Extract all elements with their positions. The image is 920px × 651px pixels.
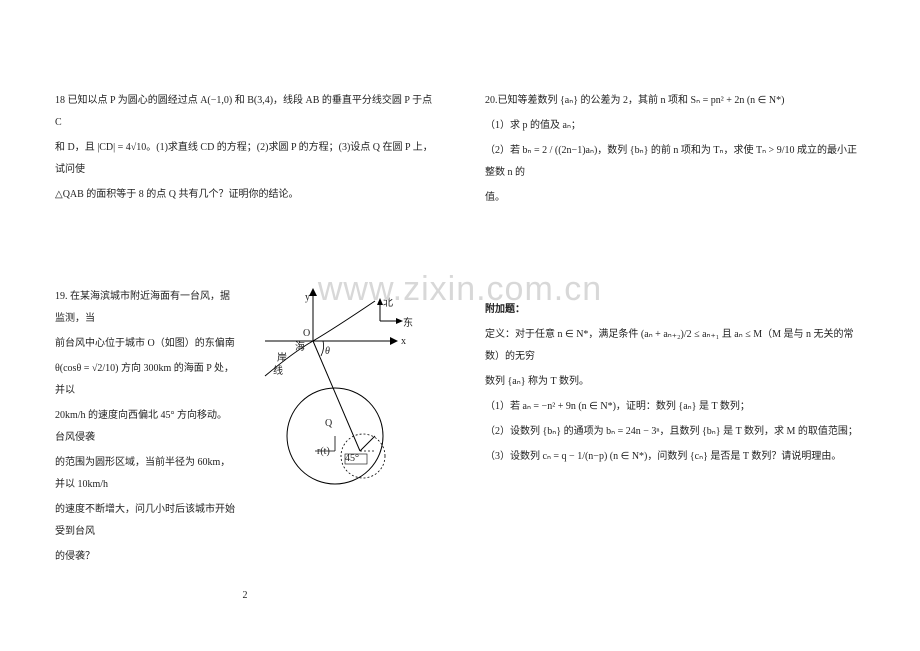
- extra-line3: （1）若 aₙ = −n² + 9n (n ∈ N*)，证明：数列 {aₙ} 是…: [485, 396, 865, 418]
- q19-line2: 前台风中心位于城市 O（如图）的东偏南: [55, 333, 235, 355]
- page-number: 2: [243, 590, 248, 601]
- q19-line4: 20km/h 的速度向西偏北 45° 方向移动。台风侵袭: [55, 405, 235, 449]
- label-y: y: [305, 292, 310, 303]
- q20-line3: （2）若 bₙ = 2 / ((2n−1)aₙ)，数列 {bₙ} 的前 n 项和…: [485, 140, 865, 184]
- label-line: 线: [273, 364, 283, 377]
- q19-text: 19. 在某海滨城市附近海面有一台风，据监测，当 前台风中心位于城市 O（如图）…: [55, 286, 235, 571]
- typhoon-diagram: y 北 东 O θ x 岸 线 海 Q r(t) 45°: [245, 286, 425, 486]
- extra-header: 附加题：: [485, 299, 865, 321]
- label-Q: Q: [325, 418, 333, 429]
- q18-line3: △QAB 的面积等于 8 的点 Q 共有几个？证明你的结论。: [55, 184, 435, 206]
- problem-20: 20.已知等差数列 {aₙ} 的公差为 2，其前 n 项和 Sₙ = pn² +…: [485, 90, 865, 209]
- q20-line2: （1）求 p 的值及 aₙ；: [485, 115, 865, 137]
- extra-problem: 附加题： 定义：对于任意 n ∈ N*，满足条件 (aₙ + aₙ₊₂)/2 ≤…: [485, 299, 865, 468]
- label-x: x: [401, 336, 406, 347]
- extra-line1: 定义：对于任意 n ∈ N*，满足条件 (aₙ + aₙ₊₂)/2 ≤ aₙ₊₁…: [485, 324, 865, 368]
- page-container: 18 已知以点 P 为圆心的圆经过点 A(−1,0) 和 B(3,4)，线段 A…: [0, 0, 920, 651]
- q19-line1: 19. 在某海滨城市附近海面有一台风，据监测，当: [55, 286, 235, 330]
- extra-line2: 数列 {aₙ} 称为 T 数列。: [485, 371, 865, 393]
- right-column: 20.已知等差数列 {aₙ} 的公差为 2，其前 n 项和 Sₙ = pn² +…: [460, 60, 890, 631]
- q18-line2: 和 D，且 |CD| = 4√10。(1)求直线 CD 的方程；(2)求圆 P …: [55, 137, 435, 181]
- problem-19: 19. 在某海滨城市附近海面有一台风，据监测，当 前台风中心位于城市 O（如图）…: [55, 286, 435, 571]
- left-column: 18 已知以点 P 为圆心的圆经过点 A(−1,0) 和 B(3,4)，线段 A…: [30, 60, 460, 631]
- problem-18: 18 已知以点 P 为圆心的圆经过点 A(−1,0) 和 B(3,4)，线段 A…: [55, 90, 435, 206]
- extra-line4: （2）设数列 {bₙ} 的通项为 bₙ = 24n − 3ⁿ，且数列 {bₙ} …: [485, 421, 865, 443]
- label-angle: 45°: [345, 453, 359, 464]
- q19-line5: 的范围为圆形区域，当前半径为 60km，并以 10km/h: [55, 452, 235, 496]
- label-sea: 海: [295, 340, 305, 353]
- extra-line5: （3）设数列 cₙ = q − 1/(n−p) (n ∈ N*)，问数列 {cₙ…: [485, 446, 865, 468]
- label-r: r(t): [317, 446, 330, 457]
- q19-line7: 的侵袭？: [55, 546, 235, 568]
- q18-line1: 18 已知以点 P 为圆心的圆经过点 A(−1,0) 和 B(3,4)，线段 A…: [55, 90, 435, 134]
- label-east: 东: [403, 316, 413, 329]
- q19-line6: 的速度不断增大，问几小时后该城市开始受到台风: [55, 499, 235, 543]
- label-O: O: [303, 328, 310, 339]
- label-shore: 岸: [277, 352, 287, 364]
- label-theta: θ: [325, 346, 330, 357]
- q19-line3: θ(cosθ = √2/10) 方向 300km 的海面 P 处，并以: [55, 358, 235, 402]
- q20-line1: 20.已知等差数列 {aₙ} 的公差为 2，其前 n 项和 Sₙ = pn² +…: [485, 90, 865, 112]
- q20-line4: 值。: [485, 187, 865, 209]
- label-north: 北: [383, 297, 393, 309]
